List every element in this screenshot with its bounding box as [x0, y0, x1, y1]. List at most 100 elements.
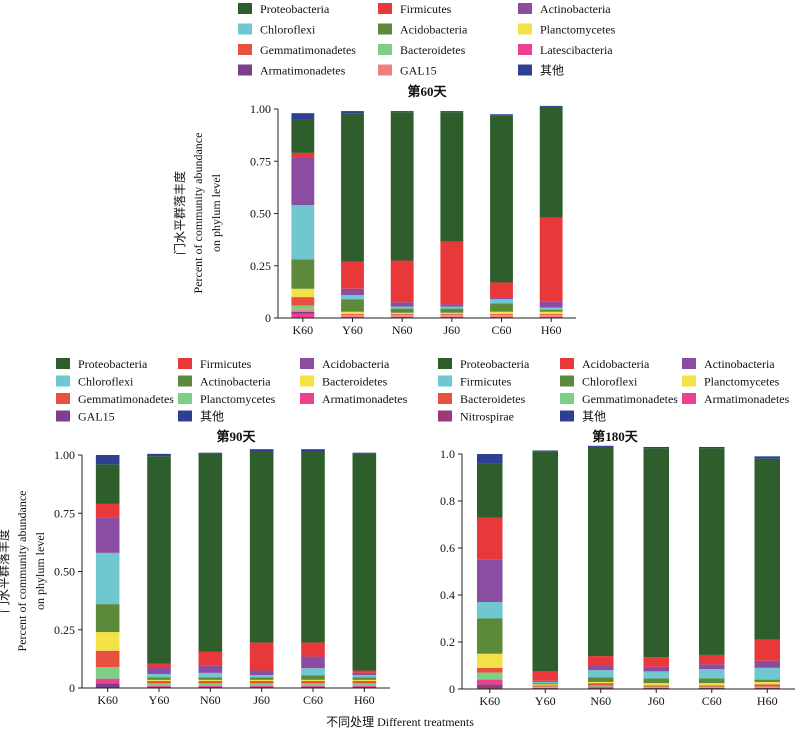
bar-segment: [539, 301, 563, 308]
legend-label: GAL15: [78, 410, 115, 424]
bar-segment: [390, 306, 414, 309]
bar-segment: [587, 681, 614, 684]
bar-segment: [301, 449, 325, 452]
bar-segment: [698, 669, 725, 679]
legend-swatch: [238, 3, 252, 14]
bar-segment: [643, 446, 670, 449]
legend-swatch: [238, 44, 252, 55]
bar-segment: [490, 299, 513, 304]
bar-segment: [754, 681, 781, 685]
bar-segment: [539, 217, 563, 302]
bar-segment: [95, 604, 120, 633]
legend-label: Planctomycetes: [704, 375, 780, 389]
bar-segment: [539, 105, 563, 107]
x-tick-label: C60: [303, 693, 323, 707]
x-tick-label: Y60: [535, 694, 556, 708]
bar-segment: [754, 667, 781, 680]
bar-segment: [532, 681, 559, 684]
bar-segment: [643, 678, 670, 684]
y-tick-label: 1.0: [440, 447, 455, 461]
legend-swatch: [178, 358, 192, 369]
legend-label: Bacteroidetes: [400, 43, 466, 57]
bar-segment: [490, 311, 513, 314]
bar-segment: [95, 517, 120, 553]
bar-segment: [147, 686, 171, 688]
bar-segment: [390, 112, 414, 261]
bar-segment: [587, 670, 614, 678]
bar-segment: [291, 305, 315, 310]
legend-swatch: [238, 23, 252, 35]
bar-segment: [249, 642, 274, 671]
legend-swatch: [56, 410, 70, 422]
x-tick-label: Y60: [342, 323, 363, 337]
bar-segment: [476, 618, 503, 654]
bar-segment: [532, 685, 559, 687]
bar-segment: [754, 660, 781, 668]
bar-segment: [341, 299, 364, 312]
bar-segment: [198, 665, 223, 673]
bar-segment: [539, 313, 563, 315]
x-tick-label: C60: [702, 694, 722, 708]
bar-segment: [301, 668, 325, 676]
legend-swatch: [378, 23, 392, 35]
bar-segment: [249, 681, 274, 684]
legend-label: 其他: [200, 410, 224, 424]
bar-segment: [539, 106, 563, 218]
bar-segment: [754, 686, 781, 688]
bar-segment: [301, 679, 325, 682]
bar-segment: [440, 313, 464, 315]
bar-segment: [490, 114, 513, 116]
legend-swatch: [178, 375, 192, 387]
bar-segment: [490, 313, 513, 315]
bar-segment: [341, 261, 364, 289]
y-tick-label: 0.8: [440, 494, 455, 508]
bar-segment: [147, 681, 171, 684]
bar-segment: [352, 681, 377, 684]
x-tick-label: C60: [491, 323, 511, 337]
legend-label: Actinobacteria: [200, 375, 271, 389]
bar-segment: [341, 313, 364, 315]
y-axis-label: on phylum level: [33, 531, 47, 610]
legend-swatch: [682, 393, 696, 404]
bar-segment: [249, 677, 274, 680]
bar-segment: [352, 452, 377, 454]
bar-segment: [476, 517, 503, 560]
y-axis-label: Percent of community abundance: [15, 491, 29, 652]
y-tick-label: 0: [265, 311, 271, 325]
legend-swatch: [378, 64, 392, 76]
bar-segment: [539, 307, 563, 310]
legend-label: Bacteroidetes: [460, 392, 526, 406]
legend-label: Gemmatimonadetes: [582, 392, 678, 406]
bar-segment: [390, 260, 414, 303]
legend-label: GAL15: [400, 64, 437, 78]
bar-segment: [301, 686, 325, 688]
bar-segment: [440, 112, 464, 242]
bar-segment: [698, 678, 725, 684]
legend-swatch: [438, 375, 452, 387]
y-tick-label: 1.00: [54, 448, 75, 462]
legend-swatch: [56, 375, 70, 387]
bar-segment: [291, 297, 315, 306]
legend-label: Acidobacteria: [400, 23, 468, 37]
bar-segment: [754, 687, 781, 689]
x-tick-label: N60: [392, 323, 413, 337]
legend-label: Actinobacteria: [540, 2, 611, 16]
bar-segment: [532, 450, 559, 452]
legend-swatch: [518, 3, 532, 14]
x-tick-label: H60: [354, 693, 375, 707]
bar-segment: [341, 314, 364, 316]
y-axis-label: Percent of community abundance: [191, 133, 205, 294]
bar-segment: [147, 679, 171, 682]
bar-segment: [95, 552, 120, 605]
bar-segment: [198, 672, 223, 678]
legend-label: Nitrospirae: [460, 410, 514, 424]
bar-segment: [490, 314, 513, 316]
bar-segment: [440, 241, 464, 305]
legend-swatch: [560, 393, 574, 404]
legend-swatch: [518, 23, 532, 35]
bar-segment: [476, 602, 503, 619]
legend-label: Proteobacteria: [460, 357, 530, 371]
bar-segment: [147, 685, 171, 687]
legend-label: Actinobacteria: [704, 357, 775, 371]
bar-segment: [440, 316, 464, 318]
